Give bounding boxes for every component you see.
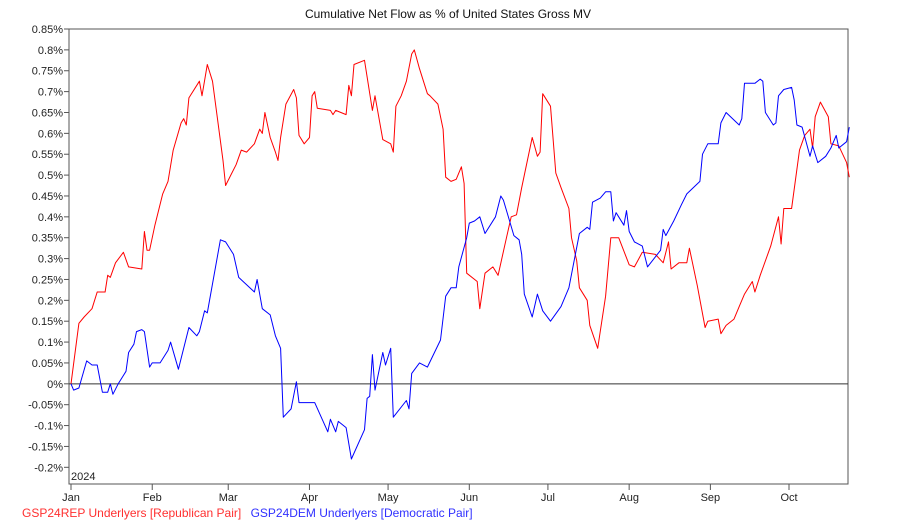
y-tick-label: 0.8% bbox=[38, 45, 63, 57]
x-tick-label: Oct bbox=[780, 492, 797, 504]
y-tick-label: 0.2% bbox=[38, 295, 63, 307]
legend-item-democratic: GSP24DEM Underlyers [Democratic Pair] bbox=[250, 506, 473, 520]
x-tick-label: Jun bbox=[460, 492, 478, 504]
x-tick-label: May bbox=[378, 492, 399, 504]
y-tick-label: 0.5% bbox=[38, 170, 63, 182]
x-tick-label: Feb bbox=[143, 492, 162, 504]
y-tick-label: -0.2% bbox=[34, 462, 63, 474]
legend-item-republican: GSP24REP Underlyers [Republican Pair] bbox=[22, 506, 242, 520]
x-tick-label: Jul bbox=[541, 492, 555, 504]
legend: GSP24REP Underlyers [Republican Pair] GS… bbox=[22, 506, 479, 520]
y-tick-label: -0.05% bbox=[28, 400, 63, 412]
y-tick-label: 0.35% bbox=[32, 233, 63, 245]
y-tick-label: -0.1% bbox=[34, 421, 63, 433]
y-tick-label: 0.25% bbox=[32, 274, 63, 286]
x-tick-label: Mar bbox=[219, 492, 238, 504]
y-tick-label: 0.75% bbox=[32, 66, 63, 78]
y-tick-label: 0.45% bbox=[32, 191, 63, 203]
y-tick-label: 0.6% bbox=[38, 128, 63, 140]
x-tick-label: Jan bbox=[62, 492, 80, 504]
y-tick-label: -0.15% bbox=[28, 441, 63, 453]
series-line-republican bbox=[70, 49, 850, 384]
y-tick-label: 0.05% bbox=[32, 358, 63, 370]
year-label: 2024 bbox=[71, 471, 95, 483]
y-tick-label: 0.1% bbox=[38, 337, 63, 349]
plot-area bbox=[68, 28, 849, 485]
x-tick-label: Apr bbox=[301, 492, 318, 504]
y-tick-label: 0.3% bbox=[38, 254, 63, 266]
chart-title: Cumulative Net Flow as % of United State… bbox=[305, 7, 591, 21]
x-tick-label: Aug bbox=[619, 492, 639, 504]
y-tick-label: 0.15% bbox=[32, 316, 63, 328]
y-tick-label: 0.4% bbox=[38, 212, 63, 224]
y-tick-label: 0.55% bbox=[32, 149, 63, 161]
y-tick-label: 0% bbox=[47, 379, 63, 391]
x-tick-label: Sep bbox=[701, 492, 721, 504]
y-tick-label: 0.7% bbox=[38, 87, 63, 99]
y-tick-label: 0.85% bbox=[32, 24, 63, 36]
series-line-democratic bbox=[70, 78, 850, 460]
y-tick-label: 0.65% bbox=[32, 107, 63, 119]
